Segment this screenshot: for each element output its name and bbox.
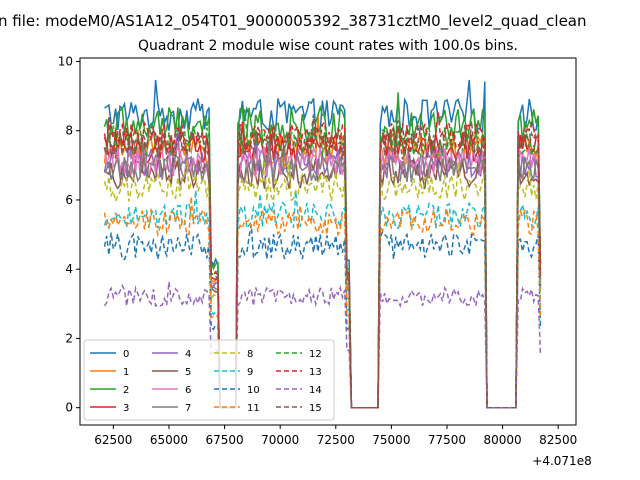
series-line-14 <box>103 281 542 409</box>
legend-label: 11 <box>247 403 260 414</box>
y-tick-label: 8 <box>65 124 73 138</box>
legend-label: 3 <box>123 403 129 414</box>
y-tick-label: 10 <box>58 54 73 68</box>
legend-label: 13 <box>309 367 322 378</box>
x-tick-label: 67500 <box>205 433 243 447</box>
legend-label: 9 <box>247 367 253 378</box>
y-tick-label: 6 <box>65 193 73 207</box>
x-tick-label: 62500 <box>94 433 132 447</box>
series-line-9 <box>103 190 542 409</box>
legend-label: 4 <box>185 349 191 360</box>
legend-label: 1 <box>123 367 129 378</box>
legend-label: 15 <box>309 403 322 414</box>
series-line-8 <box>103 160 542 409</box>
legend-label: 5 <box>185 367 191 378</box>
plot-frame <box>79 57 577 426</box>
legend-label: 6 <box>185 385 191 396</box>
series-line-5 <box>104 141 542 409</box>
y-axis: 0 2 4 6 8 10 <box>58 54 80 415</box>
series-line-12 <box>104 109 542 409</box>
series-line-0 <box>104 79 542 409</box>
x-tick-label: 77500 <box>428 433 466 447</box>
legend-box <box>83 339 335 421</box>
x-tick-label: 72500 <box>317 433 355 447</box>
x-tick-label: 70000 <box>261 433 299 447</box>
series-line-15 <box>103 114 542 409</box>
legend-label: 14 <box>309 385 322 396</box>
chart-title: Quadrant 2 module wise count rates with … <box>138 38 518 54</box>
legend-label: 8 <box>247 349 253 360</box>
series-line-7 <box>103 139 542 409</box>
legend-label: 0 <box>123 349 129 360</box>
y-tick-label: 4 <box>65 262 73 276</box>
y-tick-label: 2 <box>65 331 73 345</box>
series-layer <box>103 79 542 409</box>
x-tick-label: 75000 <box>372 433 410 447</box>
figure-suptitle: n file: modeM0/AS1A12_054T01_9000005392_… <box>0 12 587 31</box>
series-line-11 <box>103 196 542 409</box>
x-tick-label: 82500 <box>539 433 577 447</box>
series-line-6 <box>103 144 542 409</box>
legend-label: 2 <box>123 385 129 396</box>
legend-label: 12 <box>309 349 322 360</box>
series-line-2 <box>103 92 542 409</box>
series-line-13 <box>103 111 542 409</box>
x-tick-label: 65000 <box>150 433 188 447</box>
legend-label: 7 <box>185 403 191 414</box>
legend-label: 10 <box>247 385 260 396</box>
x-offset-label: +4.071e8 <box>532 454 591 468</box>
y-tick-label: 0 <box>65 401 73 415</box>
x-tick-label: 80000 <box>484 433 522 447</box>
x-axis: 62500 65000 67500 70000 72500 75000 77500 80000… <box>94 425 577 447</box>
